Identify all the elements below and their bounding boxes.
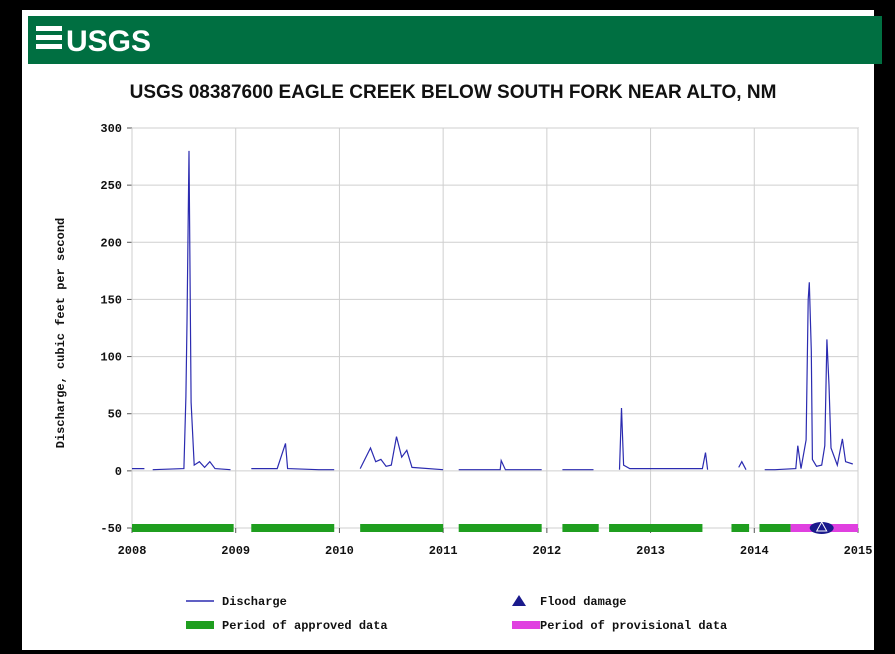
period-bar <box>132 524 234 532</box>
legend-swatch <box>512 595 526 606</box>
y-tick-label: 100 <box>100 351 122 365</box>
y-tick-label: 250 <box>100 179 122 193</box>
y-tick-label: 150 <box>100 293 122 307</box>
y-tick-label: 200 <box>100 236 122 250</box>
y-tick-label: -50 <box>100 522 122 536</box>
x-tick-label: 2015 <box>844 544 873 558</box>
chart-title: USGS 08387600 EAGLE CREEK BELOW SOUTH FO… <box>130 82 777 103</box>
logo-text: USGS <box>66 25 151 58</box>
y-axis-label: Discharge, cubic feet per second <box>54 218 68 448</box>
period-bar <box>360 524 444 532</box>
panel <box>22 10 874 650</box>
legend-label: Period of provisional data <box>540 619 727 633</box>
y-tick-label: 300 <box>100 122 122 136</box>
x-tick-label: 2013 <box>636 544 665 558</box>
legend-label: Period of approved data <box>222 619 388 633</box>
x-tick-label: 2009 <box>221 544 250 558</box>
y-tick-label: 0 <box>115 465 122 479</box>
y-tick-label: 50 <box>108 408 122 422</box>
header-bar <box>28 16 882 64</box>
period-bar <box>759 524 791 532</box>
x-tick-label: 2011 <box>429 544 458 558</box>
period-bar <box>458 524 542 532</box>
legend-label: Flood damage <box>540 595 626 609</box>
flood-damage-icon <box>815 520 828 532</box>
period-bar <box>251 524 335 532</box>
period-bar <box>562 524 599 532</box>
legend-swatch <box>512 621 540 629</box>
legend-swatch <box>186 621 214 629</box>
x-tick-label: 2012 <box>532 544 561 558</box>
x-tick-label: 2008 <box>118 544 147 558</box>
period-bar <box>609 524 703 532</box>
x-tick-label: 2010 <box>325 544 354 558</box>
period-bar <box>731 524 750 532</box>
discharge-line <box>132 150 853 471</box>
logo-mark <box>36 26 62 49</box>
legend-label: Discharge <box>222 595 287 609</box>
x-tick-label: 2014 <box>740 544 769 558</box>
